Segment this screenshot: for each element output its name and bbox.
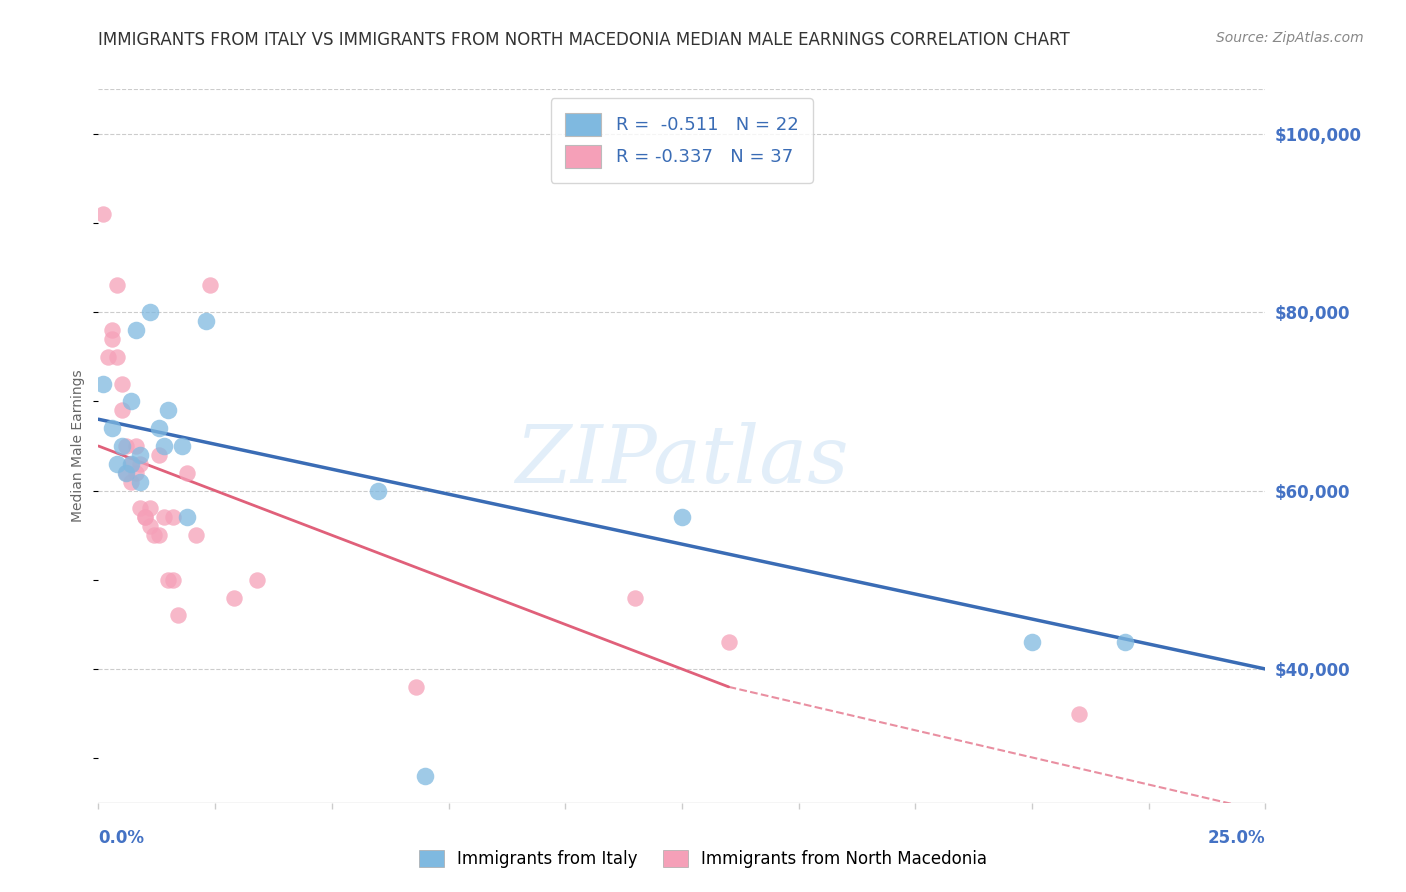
Point	[176, 510, 198, 524]
Point	[162, 573, 184, 587]
Point	[91, 376, 114, 391]
Point	[120, 475, 142, 489]
Point	[129, 501, 152, 516]
Point	[1114, 635, 1136, 649]
Point	[115, 466, 138, 480]
Point	[671, 510, 693, 524]
Point	[222, 591, 245, 605]
Point	[143, 528, 166, 542]
Point	[101, 332, 124, 346]
Point	[129, 457, 152, 471]
Point	[105, 350, 128, 364]
Point	[134, 510, 156, 524]
Point	[101, 323, 124, 337]
Point	[139, 519, 162, 533]
Point	[717, 635, 740, 649]
Text: ZIPatlas: ZIPatlas	[515, 422, 849, 499]
Y-axis label: Median Male Earnings: Median Male Earnings	[72, 369, 86, 523]
Point	[194, 314, 217, 328]
Point	[172, 439, 194, 453]
Point	[111, 403, 134, 417]
Point	[148, 528, 170, 542]
Text: 0.0%: 0.0%	[98, 829, 145, 847]
Point	[134, 510, 156, 524]
Point	[115, 439, 138, 453]
Point	[624, 591, 647, 605]
Point	[139, 501, 162, 516]
Point	[125, 466, 148, 480]
Point	[152, 510, 174, 524]
Point	[186, 528, 208, 542]
Point	[152, 439, 174, 453]
Point	[176, 466, 198, 480]
Point	[367, 483, 389, 498]
Point	[120, 394, 142, 409]
Text: IMMIGRANTS FROM ITALY VS IMMIGRANTS FROM NORTH MACEDONIA MEDIAN MALE EARNINGS CO: IMMIGRANTS FROM ITALY VS IMMIGRANTS FROM…	[98, 31, 1070, 49]
Point	[105, 457, 128, 471]
Point	[139, 305, 162, 319]
Point	[166, 608, 188, 623]
Text: 25.0%: 25.0%	[1208, 829, 1265, 847]
Point	[1021, 635, 1043, 649]
Point	[413, 769, 436, 783]
Point	[246, 573, 269, 587]
Point	[111, 376, 134, 391]
Point	[157, 573, 180, 587]
Point	[129, 448, 152, 462]
Point	[1067, 706, 1090, 721]
Legend: Immigrants from Italy, Immigrants from North Macedonia: Immigrants from Italy, Immigrants from N…	[412, 843, 994, 875]
Point	[129, 475, 152, 489]
Point	[115, 466, 138, 480]
Point	[101, 421, 124, 435]
Point	[162, 510, 184, 524]
Point	[120, 457, 142, 471]
Point	[405, 680, 427, 694]
Point	[97, 350, 120, 364]
Point	[125, 439, 148, 453]
Point	[120, 457, 142, 471]
Point	[148, 421, 170, 435]
Point	[148, 448, 170, 462]
Point	[125, 323, 148, 337]
Point	[200, 278, 222, 293]
Point	[157, 403, 180, 417]
Text: Source: ZipAtlas.com: Source: ZipAtlas.com	[1216, 31, 1364, 45]
Legend: R =  -0.511   N = 22, R = -0.337   N = 37: R = -0.511 N = 22, R = -0.337 N = 37	[551, 98, 813, 183]
Point	[111, 439, 134, 453]
Point	[105, 278, 128, 293]
Point	[91, 207, 114, 221]
